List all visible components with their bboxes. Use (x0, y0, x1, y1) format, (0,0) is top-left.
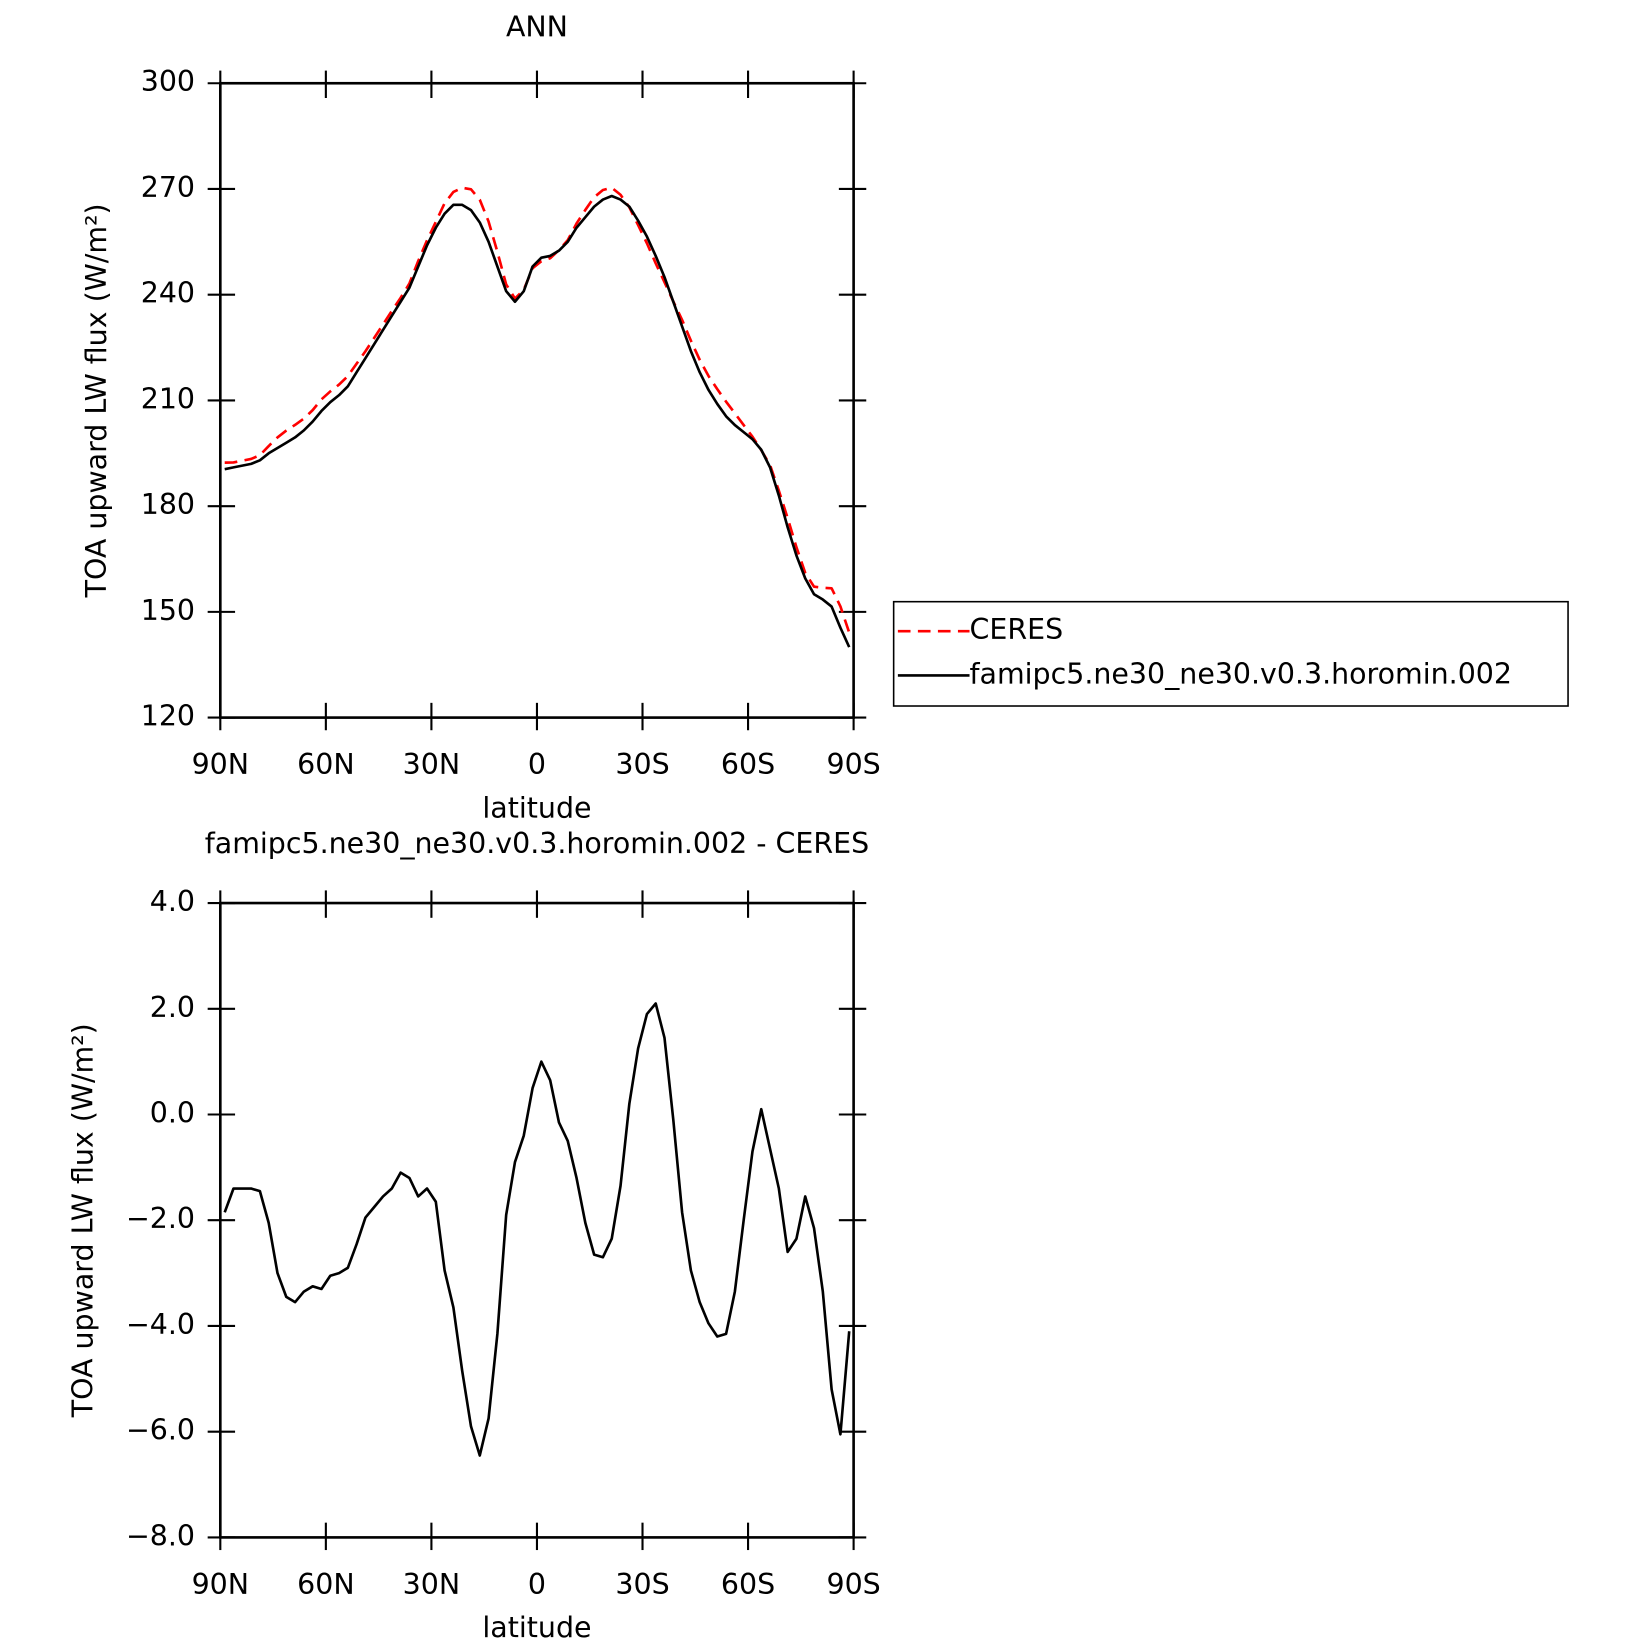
y-tick-label: 300 (141, 65, 195, 98)
y-tick-label: 120 (141, 700, 195, 733)
y-tick-label: −6.0 (126, 1414, 195, 1447)
x-tick-label: 30S (615, 748, 669, 781)
x-tick-label: 30N (403, 748, 460, 781)
x-tick-label: 30S (615, 1568, 669, 1601)
y-tick-label: 4.0 (150, 885, 195, 918)
y-tick-label: 210 (141, 382, 195, 415)
x-axis-label: latitude (482, 1611, 591, 1644)
x-tick-label: 60S (721, 1568, 775, 1601)
plot-frame (218, 81, 855, 719)
chart-title: ANN (506, 10, 568, 43)
legend-label: famipc5.ne30_ne30.v0.3.horomin.002 (970, 657, 1512, 690)
y-tick-label: 180 (141, 488, 195, 521)
x-tick-label: 90S (826, 1568, 880, 1601)
x-tick-label: 90N (192, 748, 249, 781)
x-tick-label: 0 (528, 1568, 546, 1601)
x-tick-label: 60S (721, 748, 775, 781)
x-tick-label: 60N (297, 748, 354, 781)
y-tick-label: −2.0 (126, 1202, 195, 1235)
y-tick-label: 240 (141, 277, 195, 310)
y-tick-label: 0.0 (150, 1097, 195, 1130)
y-tick-label: 270 (141, 171, 195, 204)
plot-frame (218, 901, 855, 1539)
x-tick-label: 90S (826, 748, 880, 781)
x-tick-label: 30N (403, 1568, 460, 1601)
x-tick-label: 60N (297, 1568, 354, 1601)
series-line (224, 194, 851, 648)
legend-label: CERES (970, 613, 1064, 646)
y-tick-label: −8.0 (126, 1519, 195, 1552)
x-tick-label: 90N (192, 1568, 249, 1601)
legend-box (892, 600, 1569, 707)
chart-title: famipc5.ne30_ne30.v0.3.horomin.002 - CER… (205, 827, 869, 860)
series-line (224, 186, 851, 634)
series-line (223, 1002, 851, 1457)
x-axis-label: latitude (482, 791, 591, 824)
y-axis-label: TOA upward LW flux (W/m²) (80, 203, 113, 598)
y-tick-label: 2.0 (150, 991, 195, 1024)
y-tick-label: 150 (141, 594, 195, 627)
y-tick-label: −4.0 (126, 1308, 195, 1341)
y-axis-label: TOA upward LW flux (W/m²) (66, 1023, 99, 1418)
x-tick-label: 0 (528, 748, 546, 781)
